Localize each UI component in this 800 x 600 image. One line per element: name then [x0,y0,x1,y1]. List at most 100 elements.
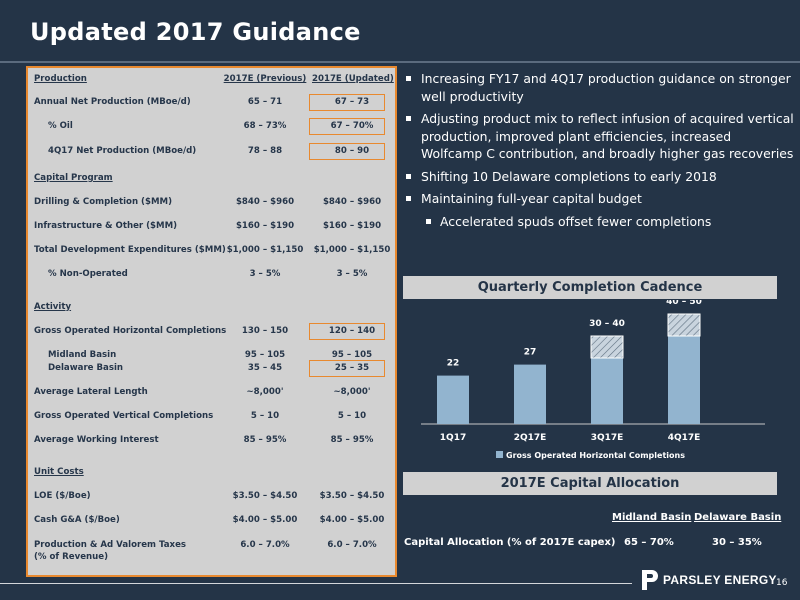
page-number: 16 [776,578,788,588]
updated-highlight-box [309,360,385,377]
chart-section-header: Quarterly Completion Cadence [403,276,777,299]
row-updated: 80 – 90 [334,146,370,156]
row-previous: 35 – 45 [247,363,283,373]
x-tick-label: 2Q17E [514,433,547,443]
sub-bullet-item: Accelerated spuds offset fewer completio… [404,213,796,231]
row-label: Total Development Expenditures ($MM) [34,245,226,255]
row-label: LOE ($/Boe) [34,491,91,501]
row-previous: ~8,000' [246,387,284,397]
x-tick-label: 1Q17 [440,433,466,443]
bar-2q17e [514,364,546,424]
row-label: Activity [34,302,72,312]
slide-title: Updated 2017 Guidance [30,18,361,46]
data-label: 30 – 40 [589,319,625,329]
row-label: 4Q17 Net Production (MBoe/d) [48,146,197,156]
row-label: % Non-Operated [48,269,128,279]
legend-swatch [496,451,503,458]
bullet-square-icon [406,196,411,201]
parsley-p-logo-icon [640,568,660,592]
row-label: Gross Operated Horizontal Completions [34,326,227,336]
bullet-square-icon [406,173,411,179]
table-header-row: Production 2017E (Previous) 2017E (Updat… [34,74,394,90]
row-previous: $4.00 – $5.00 [232,515,298,525]
row-label-line2: (% of Revenue) [34,552,109,562]
row-updated: 95 – 105 [331,350,373,360]
row-label: Gross Operated Vertical Completions [34,411,214,421]
row-updated: 67 – 70% [330,121,374,131]
row-updated: $840 – $960 [322,197,382,207]
table-row: Average Working Interest 85 – 95% 85 – 9… [34,435,391,451]
row-updated: 5 – 10 [337,411,367,421]
table-row: Midland Basin 95 – 105 95 – 105 [34,350,391,366]
table-row: Annual Net Production (MBoe/d) 65 – 71 6… [34,97,391,113]
row-label: Capital Program [34,173,113,183]
row-updated: $160 – $190 [322,221,382,231]
table-row: Gross Operated Horizontal Completions 13… [34,326,391,342]
table-row: LOE ($/Boe) $3.50 – $4.50 $3.50 – $4.50 [34,491,391,507]
row-label: Unit Costs [34,467,84,477]
updated-highlight-box [309,323,385,340]
row-previous: 65 – 71 [247,97,283,107]
row-updated: $1,000 – $1,150 [313,245,391,255]
bullet-item: Increasing FY17 and 4Q17 production guid… [404,70,796,105]
data-label: 27 [524,348,537,358]
row-previous: 5 – 10 [250,411,280,421]
row-previous: 78 – 88 [247,146,283,156]
row-updated: $3.50 – $4.50 [319,491,385,501]
guidance-bullets: Increasing FY17 and 4Q17 production guid… [404,70,796,235]
row-updated: ~8,000' [333,387,371,397]
table-row: Total Development Expenditures ($MM) $1,… [34,245,391,261]
updated-highlight-box [309,94,385,111]
x-tick-label: 3Q17E [591,433,624,443]
bullet-item: Shifting 10 Delaware completions to earl… [404,168,796,186]
table-row: Gross Operated Vertical Completions 5 – … [34,411,391,427]
table-row: Infrastructure & Other ($MM) $160 – $190… [34,221,391,237]
table-row: % Oil 68 – 73% 67 – 70% [34,121,391,137]
section-heading-capital: Capital Program [34,173,391,189]
table-row: % Non-Operated 3 – 5% 3 – 5% [34,269,391,285]
bullet-text: Maintaining full-year capital budget [421,191,642,206]
row-previous: $1,000 – $1,150 [226,245,304,255]
bullet-item: Maintaining full-year capital budget [404,190,796,208]
table-row: 4Q17 Net Production (MBoe/d) 78 – 88 80 … [34,146,391,162]
row-previous: $160 – $190 [235,221,295,231]
table-row: Average Lateral Length ~8,000' ~8,000' [34,387,391,403]
updated-highlight-box [309,143,385,160]
table-row: Delaware Basin 35 – 45 25 – 35 [34,363,391,379]
allocation-section-header: 2017E Capital Allocation [403,472,777,495]
bar-1q17 [437,375,469,424]
bullet-text: Shifting 10 Delaware completions to earl… [421,168,717,184]
data-label: 22 [447,359,460,369]
row-updated: 67 – 73 [334,97,370,107]
bullet-square-icon [426,218,431,224]
row-updated: $4.00 – $5.00 [319,515,385,525]
bullet-text: Adjusting product mix to reflect infusio… [421,111,794,161]
row-updated: 85 – 95% [330,435,374,445]
bullet-square-icon [406,116,411,121]
bar-range-3q17e [590,335,624,359]
allocation-delaware-value: 30 – 35% [712,537,762,548]
row-updated: 3 – 5% [336,269,368,279]
logo-text: PARSLEY ENERGY [663,573,777,587]
allocation-header-midland: Midland Basin [612,512,692,523]
row-label: Midland Basin [48,350,117,360]
x-tick-label: 4Q17E [668,433,701,443]
legend-label: Gross Operated Horizontal Completions [506,451,685,460]
footer-divider [0,583,632,584]
table-header-label: Production [34,74,87,84]
row-previous: 95 – 105 [244,350,286,360]
table-row: Cash G&A ($/Boe) $4.00 – $5.00 $4.00 – $… [34,515,391,531]
row-previous: 68 – 73% [243,121,287,131]
row-previous: 3 – 5% [249,269,281,279]
bullet-text: Accelerated spuds offset fewer completio… [440,213,712,229]
bullet-square-icon [406,76,411,81]
section-heading-unit-costs: Unit Costs [34,467,391,483]
table-header-col1: 2017E (Previous) [223,74,307,84]
allocation-midland-value: 65 – 70% [624,537,674,548]
updated-highlight-box [309,118,385,135]
row-previous: $840 – $960 [235,197,295,207]
row-previous: 130 – 150 [241,326,289,336]
bullet-text: Increasing FY17 and 4Q17 production guid… [421,71,791,104]
row-updated: 25 – 35 [334,363,370,373]
row-updated: 6.0 – 7.0% [327,540,377,550]
